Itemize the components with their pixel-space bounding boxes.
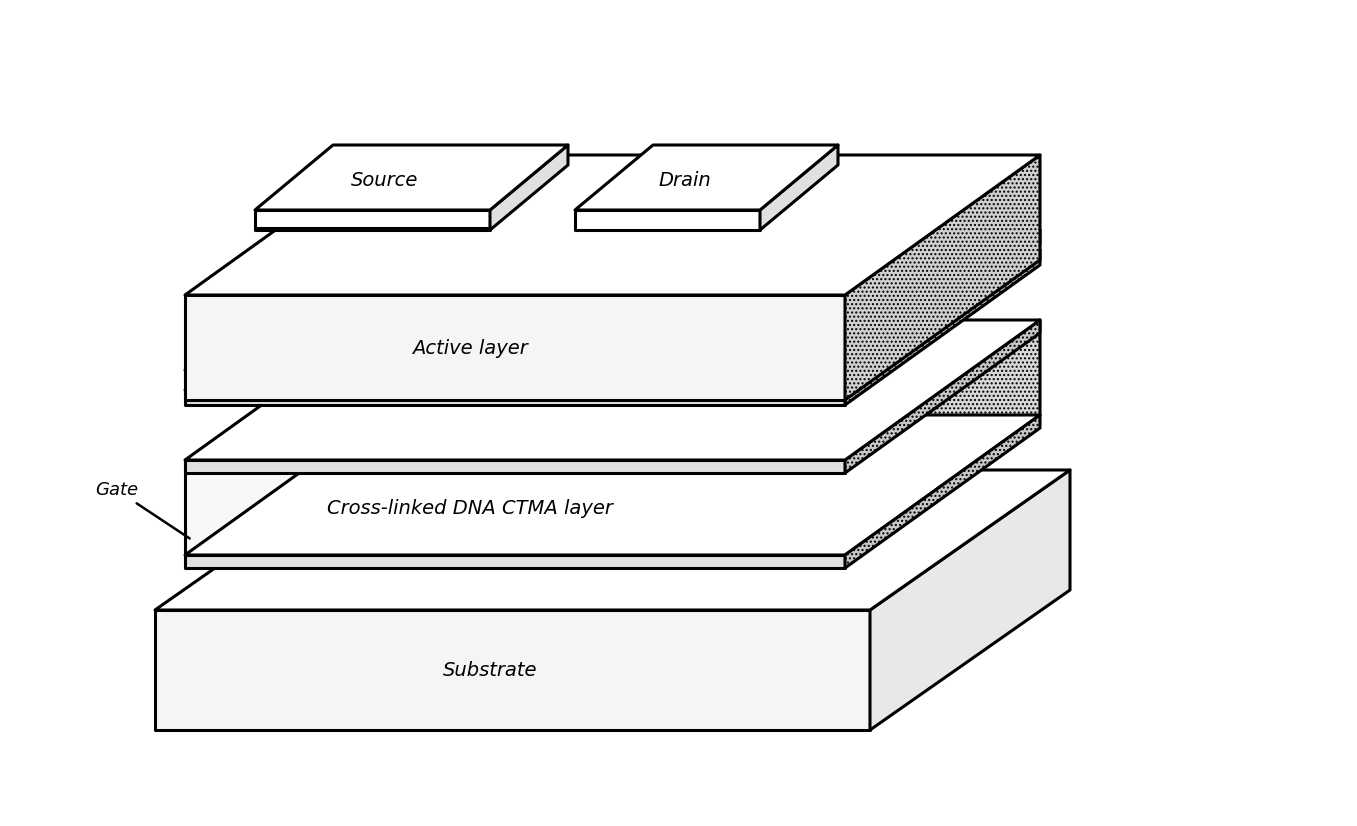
Polygon shape xyxy=(185,230,1039,370)
Text: Gate: Gate xyxy=(95,481,190,539)
Polygon shape xyxy=(845,320,1039,555)
Polygon shape xyxy=(845,415,1039,568)
Polygon shape xyxy=(845,155,1039,400)
Polygon shape xyxy=(845,230,1039,385)
Text: Cross-linked DNA CTMA layer: Cross-linked DNA CTMA layer xyxy=(327,499,613,518)
Polygon shape xyxy=(185,250,1039,390)
Polygon shape xyxy=(185,460,845,473)
Polygon shape xyxy=(185,370,845,385)
Polygon shape xyxy=(490,145,569,230)
Polygon shape xyxy=(185,415,1039,555)
Polygon shape xyxy=(845,320,1039,473)
Polygon shape xyxy=(845,250,1039,405)
Polygon shape xyxy=(185,460,845,555)
Polygon shape xyxy=(255,145,569,210)
Polygon shape xyxy=(185,155,1039,295)
Polygon shape xyxy=(185,320,1039,460)
Polygon shape xyxy=(155,610,870,730)
Text: Active layer: Active layer xyxy=(413,339,528,358)
Polygon shape xyxy=(760,145,839,230)
Text: Substrate: Substrate xyxy=(442,661,537,680)
Polygon shape xyxy=(185,295,845,400)
Polygon shape xyxy=(575,210,760,230)
Text: Drain: Drain xyxy=(658,170,711,189)
Polygon shape xyxy=(255,210,490,230)
Polygon shape xyxy=(185,555,845,568)
Text: Source: Source xyxy=(351,170,419,189)
Polygon shape xyxy=(575,145,839,210)
Polygon shape xyxy=(155,470,1071,610)
Polygon shape xyxy=(185,390,845,405)
Polygon shape xyxy=(870,470,1071,730)
